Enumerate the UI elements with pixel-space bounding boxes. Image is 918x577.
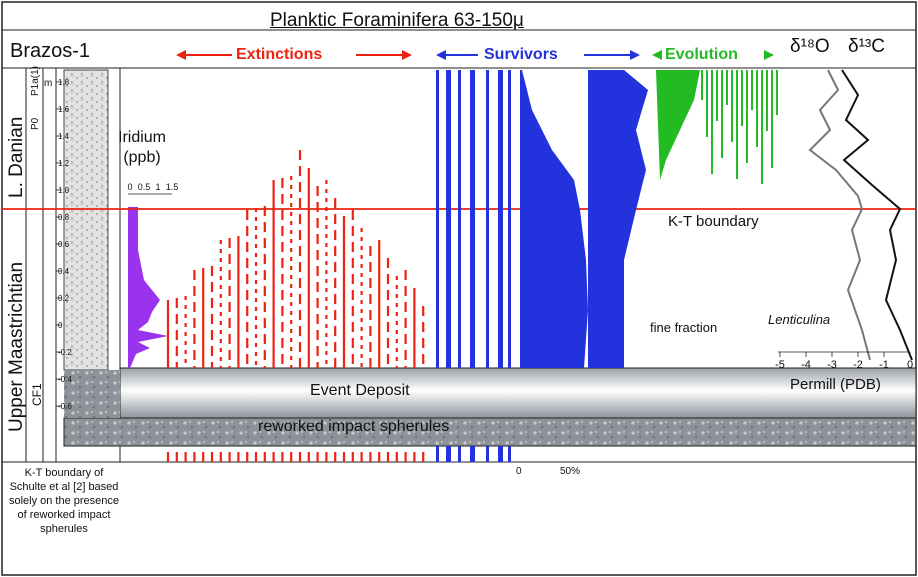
kt-boundary-label: K-T boundary bbox=[668, 213, 759, 230]
survivor-range-lower bbox=[436, 446, 439, 462]
depth-tick-label: 1.8 bbox=[58, 78, 70, 87]
survivor-abundance-curve bbox=[520, 70, 588, 368]
iridium-ticks: 0 0.5 1 1.5 bbox=[127, 182, 178, 192]
permill-tick-label: -4 bbox=[801, 359, 811, 371]
fine-fraction-label: fine fraction bbox=[650, 320, 718, 335]
survivor-range-lower bbox=[498, 446, 503, 462]
d18o-label: δ¹⁸O bbox=[790, 36, 830, 57]
permill-tick-label: -3 bbox=[827, 359, 837, 371]
survivor-range bbox=[486, 70, 489, 368]
iridium-curve bbox=[128, 207, 168, 368]
survivors-label: Survivors bbox=[484, 46, 558, 63]
d13c-label: δ¹³C bbox=[848, 36, 885, 57]
evolution-label: Evolution bbox=[665, 46, 738, 63]
survivor-range-lower bbox=[458, 446, 461, 462]
depth-tick-label: 1.4 bbox=[58, 132, 70, 141]
survivor-range bbox=[470, 70, 475, 368]
permill-ticks: -5 -4 -3 -2 -1 0 bbox=[775, 352, 913, 371]
kt-boundary-note: K-T boundary of Schulte et al [2] based … bbox=[8, 467, 120, 535]
figure-title: Planktic Foraminifera 63-150μ bbox=[270, 10, 524, 31]
spherules-label: reworked impact spherules bbox=[258, 418, 450, 435]
lithology-column bbox=[63, 69, 109, 371]
zone-p1a: P1a(1) bbox=[30, 65, 41, 96]
age-lower-danian: L. Danian bbox=[6, 116, 27, 198]
depth-tick-label: 0.2 bbox=[58, 294, 70, 303]
depth-tick-label: 1.2 bbox=[58, 159, 70, 168]
iridium-label-text: Iridium (ppb) bbox=[118, 129, 167, 166]
iridium-tick-label: 1.5 bbox=[166, 182, 179, 192]
evolution-ranges bbox=[656, 70, 778, 184]
survivor-range-lower bbox=[470, 446, 475, 462]
survivor-range bbox=[458, 70, 461, 368]
depth-tick-label: -0.6 bbox=[58, 402, 72, 411]
depth-tick-label: 0 bbox=[58, 321, 63, 330]
depth-unit-label: m bbox=[44, 78, 53, 89]
depth-tick-label: 0.8 bbox=[58, 213, 70, 222]
event-deposit-label: Event Deposit bbox=[310, 382, 410, 399]
percent-fifty-tick: 50% bbox=[560, 466, 581, 477]
depth-tick-label: -0.4 bbox=[58, 375, 72, 384]
depth-tick-label: 0.6 bbox=[58, 240, 70, 249]
percent-zero-tick: 0 bbox=[516, 466, 522, 477]
depth-tick-label: 1.0 bbox=[58, 186, 70, 195]
survivor-range bbox=[508, 70, 511, 368]
zone-cf1: CF1 bbox=[30, 383, 44, 406]
extinctions-label: Extinctions bbox=[236, 46, 323, 63]
survivor-abundance-edge bbox=[624, 70, 648, 260]
permill-tick-label: -1 bbox=[879, 359, 889, 371]
extinction-ranges bbox=[166, 150, 425, 462]
survivor-range-lower bbox=[486, 446, 489, 462]
survivor-range bbox=[498, 70, 503, 368]
iridium-tick-label: 0 bbox=[127, 182, 132, 192]
survivor-range bbox=[446, 70, 451, 368]
spherule-layer bbox=[63, 417, 917, 447]
group-arrows bbox=[176, 50, 774, 60]
permill-tick-label: -5 bbox=[775, 359, 785, 371]
iridium-tick-label: 1 bbox=[155, 182, 160, 192]
survivor-ranges bbox=[436, 70, 648, 462]
zone-p0: P0 bbox=[30, 117, 41, 130]
site-name: Brazos-1 bbox=[10, 40, 91, 62]
depth-tick-label: -0.2 bbox=[58, 348, 72, 357]
survivor-range bbox=[436, 70, 439, 368]
iridium-label: Iridium (ppb) bbox=[118, 128, 166, 168]
survivor-abundance-block bbox=[588, 70, 624, 368]
depth-tick-label: 1.6 bbox=[58, 105, 70, 114]
permill-tick-label: -2 bbox=[853, 359, 863, 371]
depth-ticks: 1.8 1.6 1.4 1.2 1.0 0.8 0.6 0.4 0.2 0 -0.2 -0.4 -0.6 bbox=[56, 78, 72, 411]
permill-label: Permill (PDB) bbox=[790, 376, 881, 393]
survivor-range-lower bbox=[508, 446, 511, 462]
isotope-curves bbox=[808, 69, 913, 361]
survivor-range-lower bbox=[446, 446, 451, 462]
iridium-tick-label: 0.5 bbox=[138, 182, 151, 192]
lithology-spherules bbox=[64, 370, 120, 418]
lenticulina-label: Lenticulina bbox=[768, 312, 831, 327]
permill-tick-label: 0 bbox=[907, 359, 913, 371]
age-upper-maastrichtian: Upper Maastrichtian bbox=[6, 261, 27, 432]
evolution-abundance-curve bbox=[656, 70, 700, 180]
depth-tick-label: 0.4 bbox=[58, 267, 70, 276]
